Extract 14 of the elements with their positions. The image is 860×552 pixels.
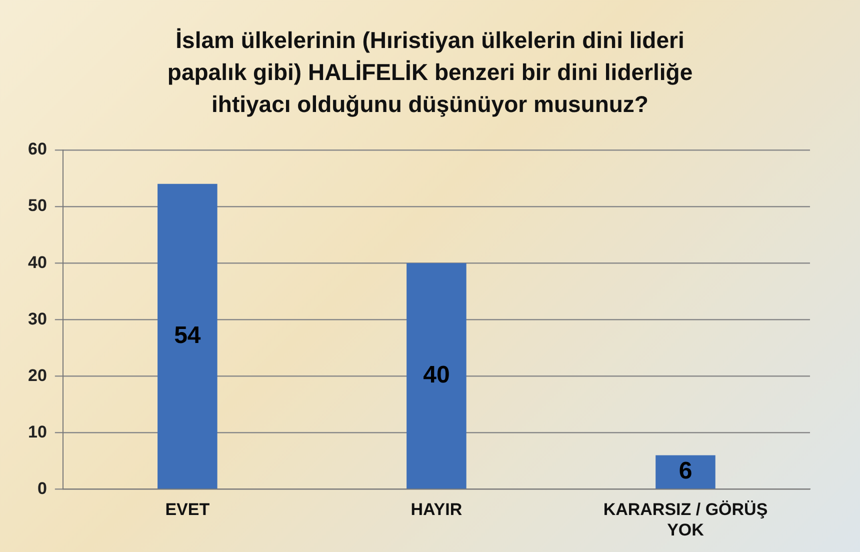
data-label: 40 — [423, 361, 450, 388]
data-label: 6 — [678, 458, 692, 485]
y-tick-label: 20 — [28, 366, 47, 385]
x-tick-label: KARARSIZ / GÖRÜŞ YOK — [603, 500, 768, 540]
y-tick-label: 60 — [28, 140, 47, 159]
x-tick-label: HAYIR — [410, 500, 462, 520]
y-tick-label: 0 — [37, 478, 47, 498]
data-label: 54 — [174, 322, 202, 349]
chart-title: İslam ülkelerinin (Hıristiyan ülkelerin dini lideri papalık gibi) HALİFELİK benzeri bir dini liderliğe ihtiyacı olduğunu düşünüyor musunuz? — [166, 26, 694, 119]
y-tick-label: 10 — [28, 422, 47, 442]
y-tick-label: 40 — [28, 252, 47, 272]
y-tick-label: 50 — [28, 196, 47, 216]
x-tick-label: EVET — [165, 500, 210, 520]
y-tick-label: 30 — [28, 309, 47, 328]
